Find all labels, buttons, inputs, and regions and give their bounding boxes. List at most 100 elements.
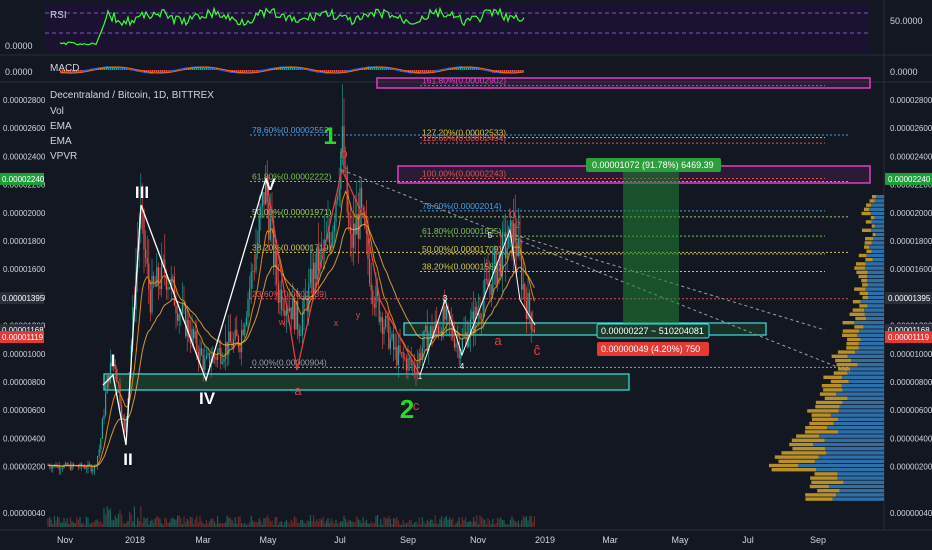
- candle-body: [103, 415, 105, 420]
- macd-bar: [120, 68, 122, 70]
- vpvr-bar-up: [868, 291, 884, 295]
- minor-wave-line: [419, 228, 536, 376]
- price-axis[interactable]: 0.00002800 0.00002800 0.00002600 0.00002600…: [0, 96, 932, 518]
- vpvr-bar-up: [838, 430, 884, 434]
- vpvr-bar-up: [867, 304, 884, 308]
- candle-body: [293, 298, 295, 330]
- fib-label: 0.00%(0.00000904): [252, 357, 327, 367]
- volume-bar: [215, 524, 217, 527]
- candle-body: [313, 262, 315, 294]
- volume-bar: [354, 522, 356, 527]
- volume-bar: [196, 515, 198, 527]
- macd-bar: [118, 68, 120, 70]
- candle-body: [172, 276, 174, 278]
- volume-bar: [66, 518, 68, 527]
- candle-body: [348, 211, 350, 226]
- vpvr-bar-down: [805, 426, 828, 430]
- candle-body: [257, 243, 259, 254]
- trend-line: [341, 169, 851, 373]
- vpvr-bar-up: [875, 232, 884, 237]
- volume-bar: [305, 523, 307, 527]
- candle-body: [453, 337, 455, 348]
- volume-bar: [378, 524, 380, 527]
- volume-bar: [193, 523, 195, 527]
- volume-bar: [479, 515, 481, 527]
- candle-body: [428, 336, 430, 352]
- indicator-vpvr[interactable]: VPVR: [50, 151, 77, 162]
- fib-ext-label: 123.60%(0.00002494): [422, 133, 506, 143]
- candle-body: [399, 345, 401, 353]
- candle-body: [431, 326, 433, 339]
- indicator-ema-2[interactable]: EMA: [50, 136, 72, 147]
- price-tick-label-left: 0.00000200: [3, 463, 46, 472]
- volume-bar: [394, 519, 396, 527]
- impulse-wave-line: [102, 177, 267, 446]
- candle-body: [189, 336, 191, 344]
- vpvr-bar-up: [866, 316, 884, 321]
- volume-bar: [338, 522, 340, 527]
- candle-body: [332, 230, 334, 248]
- candle-body: [124, 419, 126, 432]
- time-axis[interactable]: Nov 2018 Mar May Jul Sep Nov 2019 Mar May Jul Sep: [57, 535, 826, 545]
- candle-body: [113, 363, 115, 368]
- indicator-vol[interactable]: Vol: [50, 106, 64, 117]
- volume-bar: [234, 517, 236, 527]
- vpvr-bar-up: [871, 220, 884, 224]
- time-tick-label: 2019: [535, 535, 555, 545]
- vpvr-bar-down: [819, 392, 837, 396]
- volume-bar: [461, 517, 463, 527]
- chart-title: Decentraland / Bitcoin, 1D, BITTREX: [50, 90, 214, 101]
- candle-body: [234, 329, 236, 340]
- wave-label-minor-1: 1: [418, 372, 423, 381]
- volume-bar: [69, 517, 71, 527]
- volume-bar: [447, 519, 449, 527]
- indicator-ema-1[interactable]: EMA: [50, 121, 72, 132]
- vpvr-bar-down: [870, 216, 875, 220]
- wave-label-iii: III: [135, 183, 149, 202]
- vpvr-bar-down: [815, 405, 840, 409]
- candle-body: [391, 334, 393, 339]
- volume-bar: [287, 521, 289, 527]
- volume-bar: [314, 521, 316, 527]
- candle-body: [469, 319, 471, 337]
- vpvr-bar-up: [869, 207, 884, 211]
- macd-bar: [414, 70, 416, 73]
- macd-bar: [64, 70, 66, 73]
- position-profit-tag: [586, 158, 721, 172]
- macd-bar: [378, 67, 380, 70]
- candle-body: [437, 325, 439, 334]
- candle-body: [290, 307, 292, 320]
- volume-bar: [250, 515, 252, 527]
- volume-bar: [415, 521, 417, 527]
- macd-bar: [418, 70, 420, 74]
- vpvr-bar-down: [771, 468, 817, 472]
- candle-body: [106, 375, 108, 394]
- volume-bar: [209, 520, 211, 527]
- candle-body: [353, 223, 355, 248]
- vpvr-bar-down: [814, 472, 838, 476]
- macd-bar: [60, 70, 62, 73]
- vpvr-bar-down: [871, 195, 877, 199]
- volume-bar: [527, 520, 529, 527]
- vpvr-bar-down: [852, 300, 861, 304]
- candle-body: [385, 316, 387, 328]
- volume-bar: [84, 524, 86, 527]
- volume-bar: [122, 522, 124, 527]
- candle-body: [378, 295, 380, 322]
- macd-bar: [156, 70, 158, 73]
- wave-label-b-2: b: [508, 206, 515, 221]
- candle-body: [404, 357, 406, 360]
- volume-bar: [452, 517, 454, 527]
- volume-bar: [74, 523, 76, 527]
- volume-bar: [364, 522, 366, 527]
- candle-body: [529, 292, 531, 313]
- candle-body: [82, 466, 84, 468]
- volume-bar: [279, 521, 281, 527]
- macd-bar: [130, 70, 132, 71]
- long-position-tool[interactable]: 0.00001072 (91.78%) 6469.39 0.00000227 ~ …: [586, 158, 721, 356]
- macd-bar: [426, 70, 428, 74]
- fib-label: 50.00%(0.00001971): [252, 207, 332, 217]
- macd-bar: [382, 66, 384, 70]
- volume-bar: [322, 516, 324, 527]
